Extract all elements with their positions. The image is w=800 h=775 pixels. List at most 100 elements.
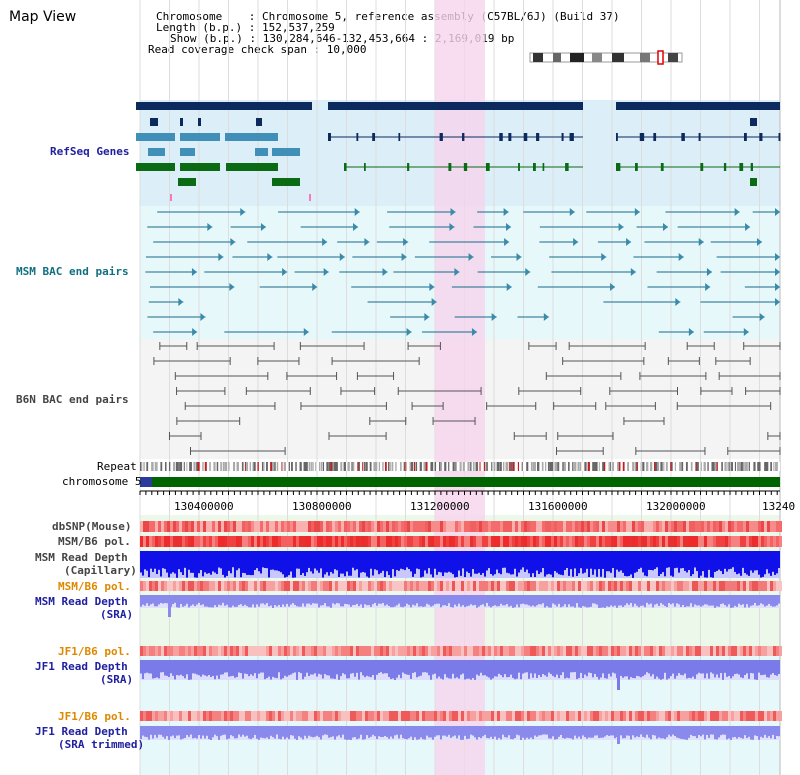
- depth-bar: [630, 726, 632, 740]
- depth-bar: [358, 551, 360, 578]
- depth-bar: [310, 660, 312, 675]
- heat-cell: [410, 646, 413, 656]
- depth-bar: [348, 595, 350, 605]
- depth-bar: [312, 726, 314, 738]
- depth-bar: [758, 551, 760, 575]
- heat-cell: [335, 646, 338, 656]
- refseq-label[interactable]: RefSeq Genes: [50, 145, 130, 158]
- msm-bac-label[interactable]: MSM BAC end pairs: [16, 265, 129, 278]
- depth-bar: [404, 551, 406, 571]
- depth-bar: [308, 551, 310, 568]
- depth-bar: [238, 595, 240, 605]
- repeat-mark: [695, 462, 698, 471]
- heat-cell: [668, 581, 671, 591]
- heat-cell: [260, 646, 263, 656]
- msm-b6-pol-label-2[interactable]: MSM/B6 pol.: [58, 580, 131, 593]
- depth-bar: [442, 660, 444, 680]
- heat-cell: [458, 536, 461, 547]
- jf1-read-depth-sra-label[interactable]: JF1 Read Depth: [35, 660, 128, 673]
- repeat-mark: [602, 462, 605, 471]
- depth-bar: [740, 726, 742, 738]
- heat-cell: [716, 646, 719, 656]
- depth-bar: [662, 595, 664, 605]
- b6n-bac-label[interactable]: B6N BAC end pairs: [16, 393, 129, 406]
- depth-bar: [378, 595, 380, 604]
- depth-bar: [570, 551, 572, 570]
- heat-cell: [623, 646, 626, 656]
- depth-bar: [232, 660, 234, 676]
- heat-cell: [431, 711, 434, 721]
- depth-bar: [514, 551, 516, 569]
- gene-exon: [565, 163, 569, 171]
- depth-bar: [650, 551, 652, 571]
- heat-cell: [749, 646, 752, 656]
- depth-bar: [252, 660, 254, 676]
- heat-cell: [386, 711, 389, 721]
- heat-cell: [443, 521, 446, 532]
- heat-cell: [509, 521, 512, 532]
- depth-bar: [316, 595, 318, 604]
- depth-bar: [150, 551, 152, 569]
- dbsnp-label[interactable]: dbSNP(Mouse): [52, 520, 132, 533]
- heat-cell: [647, 646, 650, 656]
- heat-cell: [572, 711, 575, 721]
- heat-cell: [245, 521, 248, 532]
- depth-bar: [628, 595, 630, 605]
- depth-bar: [168, 551, 170, 578]
- heat-cell: [677, 536, 680, 547]
- depth-bar: [474, 660, 476, 680]
- depth-bar: [534, 660, 536, 674]
- heat-cell: [734, 646, 737, 656]
- heat-cell: [746, 536, 749, 547]
- heat-cell: [590, 521, 593, 532]
- heat-cell: [371, 646, 374, 656]
- heat-cell: [677, 711, 680, 721]
- heat-cell: [173, 581, 176, 591]
- depth-bar: [178, 726, 180, 736]
- depth-bar: [324, 595, 326, 604]
- heat-cell: [191, 581, 194, 591]
- heat-cell: [545, 646, 548, 656]
- heat-cell: [653, 521, 656, 532]
- depth-bar: [208, 595, 210, 608]
- msm-read-depth-sra-label[interactable]: MSM Read Depth: [35, 595, 128, 608]
- depth-bar: [776, 551, 778, 574]
- gene-exon: [569, 133, 574, 141]
- depth-bar: [256, 551, 258, 569]
- heat-cell: [311, 646, 314, 656]
- depth-bar: [520, 660, 522, 680]
- repeat-mark: [759, 462, 761, 471]
- polymorphism-heat-tracks: [140, 521, 782, 721]
- heat-cell: [257, 711, 260, 721]
- repeat-mark: [775, 462, 778, 471]
- heat-cell: [593, 646, 596, 656]
- repeat-mark: [332, 462, 334, 471]
- msm-read-depth-capillary-label[interactable]: MSM Read Depth: [35, 551, 128, 564]
- jf1-b6-pol-label-2[interactable]: JF1/B6 pol.: [58, 710, 131, 723]
- depth-bar: [180, 660, 182, 675]
- heat-cell: [563, 536, 566, 547]
- depth-bar: [320, 551, 322, 569]
- depth-bar: [482, 660, 484, 676]
- jf1-read-depth-trimmed-label[interactable]: JF1 Read Depth: [35, 725, 128, 738]
- repeat-mark: [716, 462, 718, 471]
- jf1-b6-pol-label-1[interactable]: JF1/B6 pol.: [58, 645, 131, 658]
- gene-block: [180, 133, 220, 141]
- repeat-track: [140, 462, 780, 471]
- depth-bar: [466, 551, 468, 572]
- repeat-mark: [189, 462, 191, 471]
- heat-cell: [311, 711, 314, 721]
- heat-cell: [665, 711, 668, 721]
- heat-cell: [500, 536, 503, 547]
- heat-cell: [707, 521, 710, 532]
- heat-cell: [143, 581, 146, 591]
- depth-bar: [502, 551, 504, 568]
- depth-bar: [548, 595, 550, 608]
- heat-cell: [650, 536, 653, 547]
- depth-bar: [644, 551, 646, 576]
- msm-b6-pol-label-1[interactable]: MSM/B6 pol.: [58, 535, 131, 548]
- heat-cell: [164, 646, 167, 656]
- depth-bar: [234, 660, 236, 678]
- depth-bar: [740, 551, 742, 576]
- depth-bar: [228, 551, 230, 571]
